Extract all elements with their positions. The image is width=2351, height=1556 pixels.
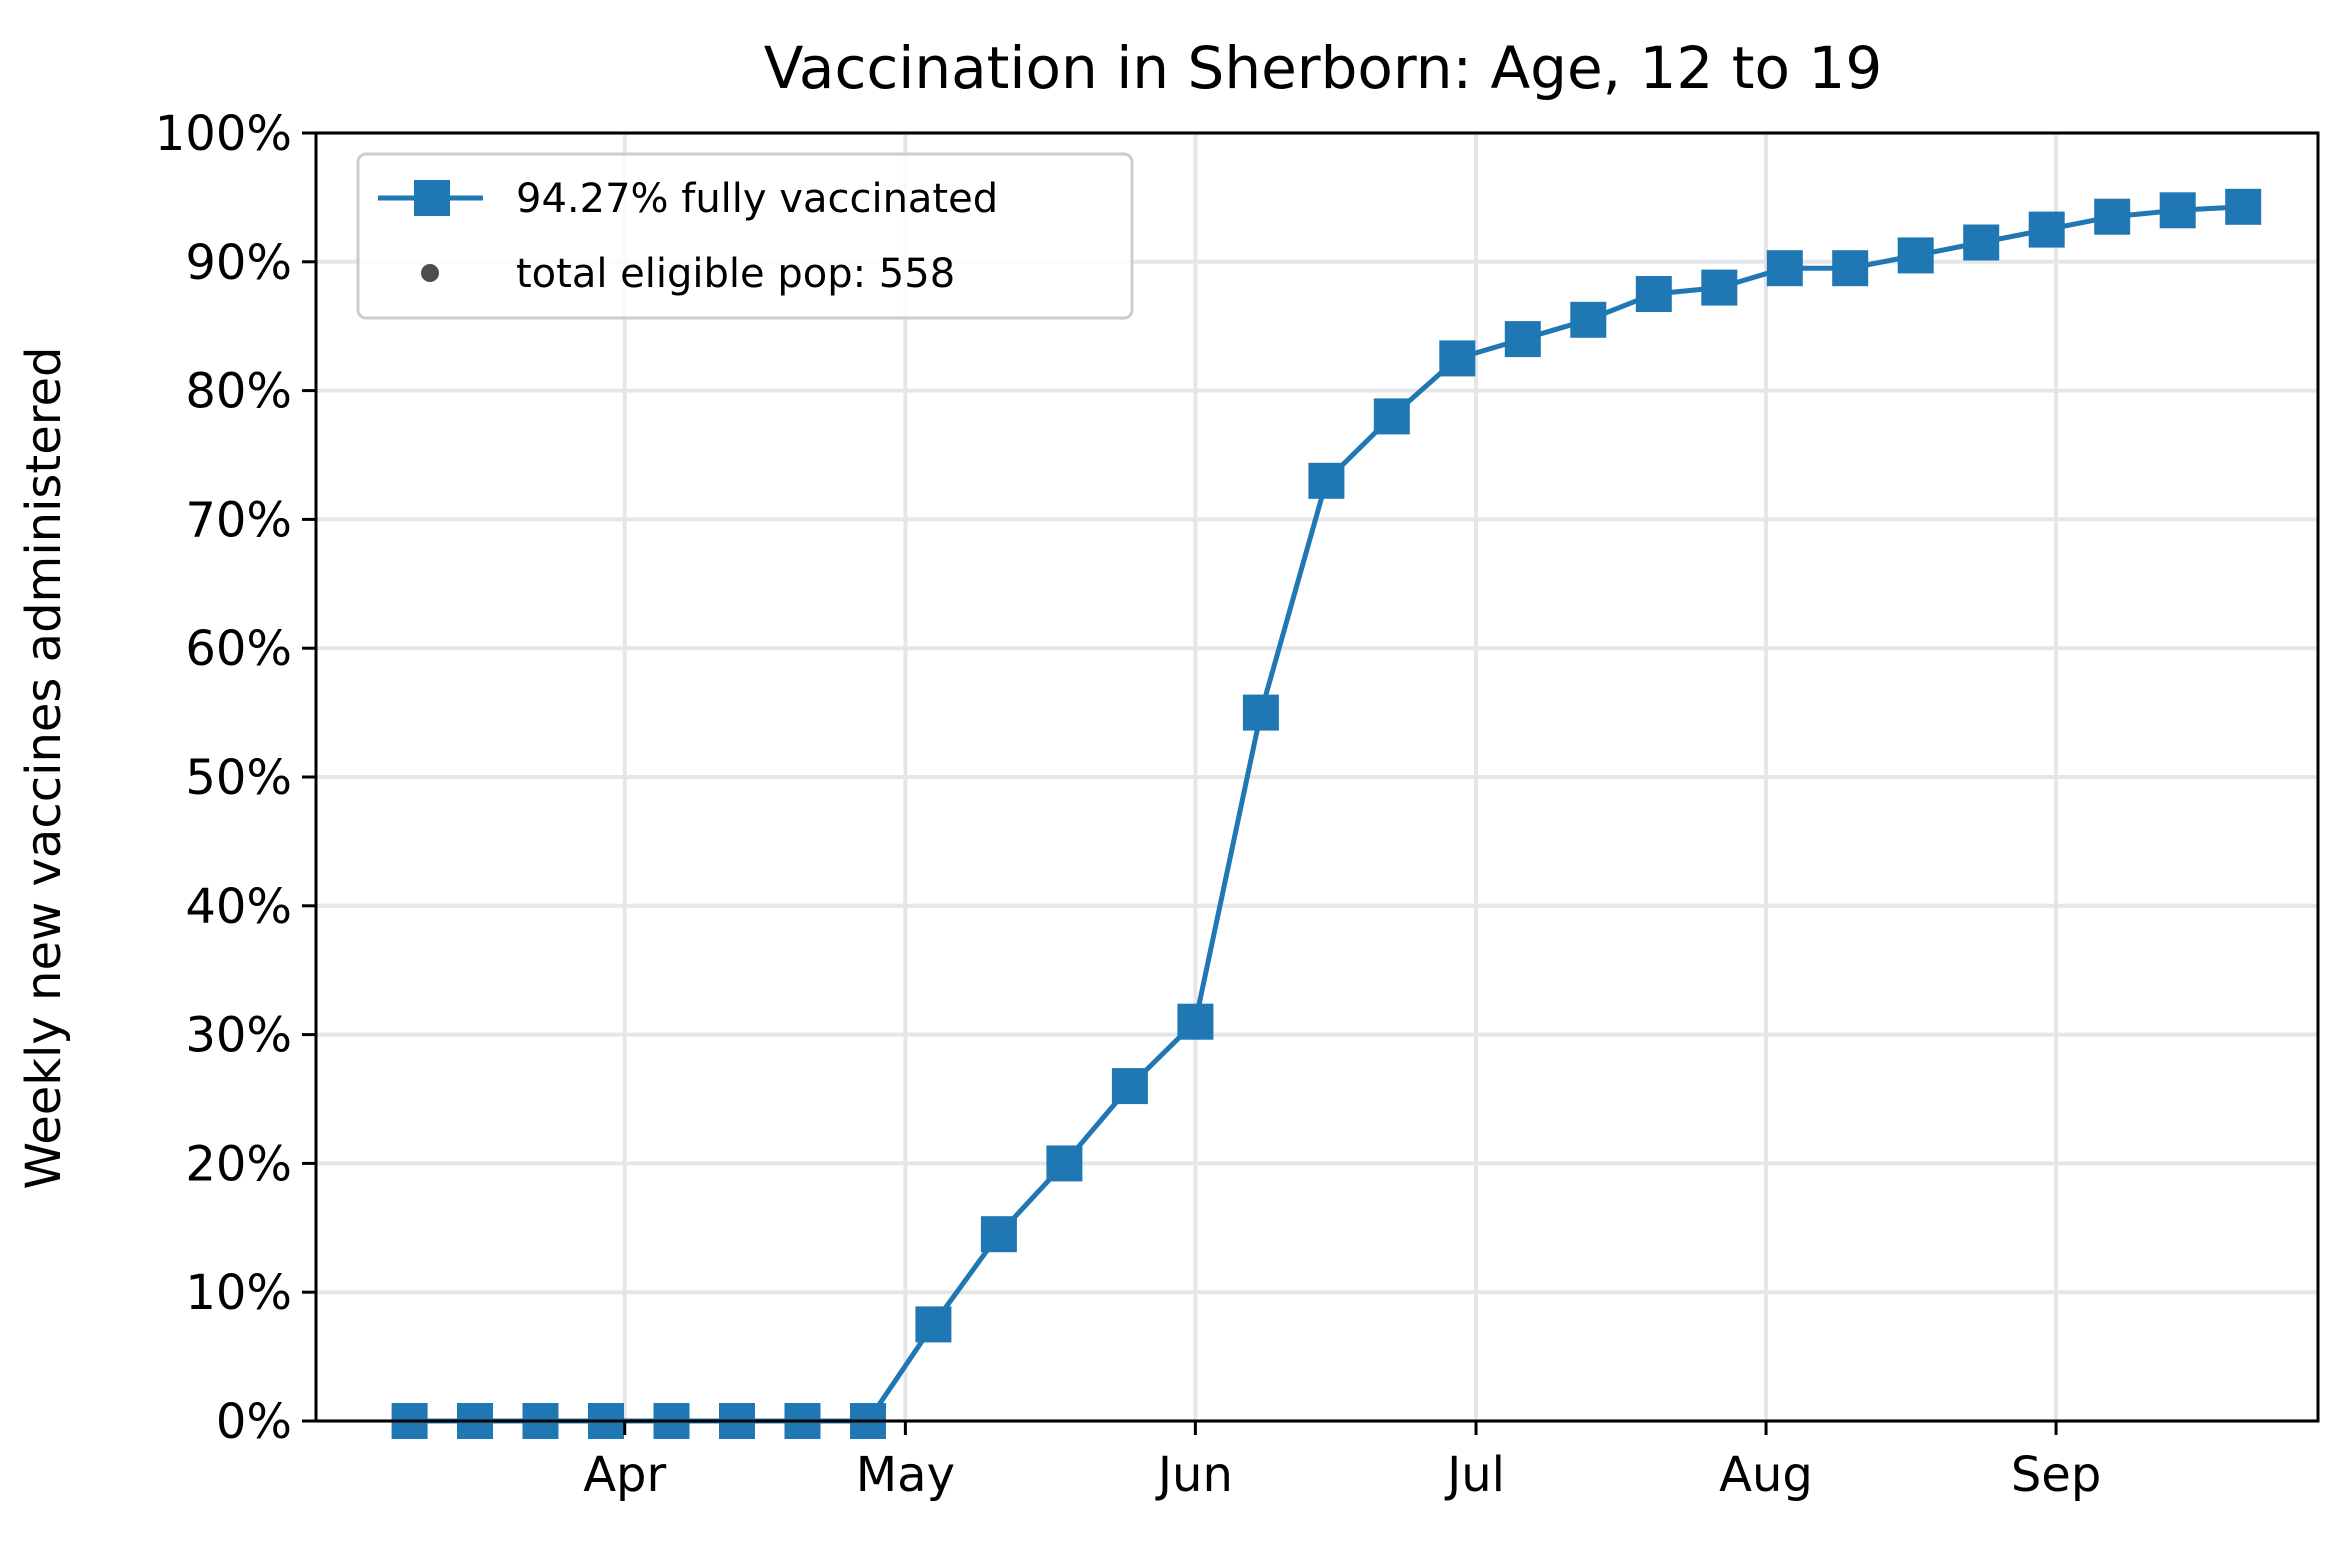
y-tick-label: 80%: [185, 364, 292, 420]
y-tick-label: 60%: [185, 621, 292, 677]
x-tick-label: Jun: [1155, 1447, 1233, 1503]
data-point-marker: [1046, 1145, 1083, 1182]
data-point-marker: [1701, 269, 1738, 306]
data-point-marker: [1111, 1068, 1148, 1105]
data-point-marker: [1897, 237, 1934, 274]
y-axis-label: Weekly new vaccines administered: [16, 347, 72, 1190]
data-point-marker: [1766, 250, 1803, 287]
data-point-marker: [2028, 211, 2065, 248]
data-point-marker: [1373, 398, 1410, 435]
legend-box: [356, 152, 1134, 320]
data-point-marker: [1308, 462, 1345, 499]
y-tick-label: 0%: [216, 1394, 292, 1450]
legend-label-eligible-pop: total eligible pop: 558: [516, 251, 955, 297]
x-tick-label: Jul: [1444, 1447, 1505, 1503]
x-tick-label: Aug: [1719, 1447, 1813, 1503]
data-point-marker: [980, 1216, 1017, 1253]
data-point-marker: [2225, 188, 2262, 225]
y-tick-label: 10%: [185, 1265, 292, 1321]
y-tick-label: 100%: [155, 106, 292, 162]
x-tick-label: May: [856, 1447, 955, 1503]
x-tick-label: Apr: [583, 1447, 666, 1503]
legend-square-marker: [414, 180, 450, 216]
y-tick-label: 40%: [185, 879, 292, 935]
data-point-marker: [915, 1306, 952, 1343]
data-point-marker: [1242, 694, 1279, 731]
data-point-marker: [1570, 301, 1607, 338]
y-tick-label: 30%: [185, 1008, 292, 1064]
data-point-marker: [1439, 340, 1476, 377]
legend-dot-marker: [421, 264, 439, 282]
legend-label-fully-vaccinated: 94.27% fully vaccinated: [516, 176, 998, 222]
y-tick-label: 50%: [185, 750, 292, 806]
y-tick-label: 90%: [185, 235, 292, 291]
legend: 94.27% fully vaccinated total eligible p…: [356, 152, 1134, 320]
data-point-marker: [1963, 224, 2000, 261]
data-point-marker: [1832, 250, 1869, 287]
chart-title: Vaccination in Sherborn: Age, 12 to 19: [764, 34, 1882, 102]
data-point-marker: [1504, 321, 1541, 358]
data-point-marker: [1177, 1003, 1214, 1040]
data-point-marker: [1635, 276, 1672, 312]
data-point-marker: [2094, 198, 2131, 235]
y-tick-label: 20%: [185, 1136, 292, 1192]
x-tick-label: Sep: [2011, 1447, 2101, 1503]
y-tick-label: 70%: [185, 492, 292, 548]
ticks: 0% 10% 20% 30% 40% 50% 60% 70% 80% 90% 100% Apr May J…: [155, 106, 2102, 1503]
data-point-marker: [2159, 192, 2196, 229]
